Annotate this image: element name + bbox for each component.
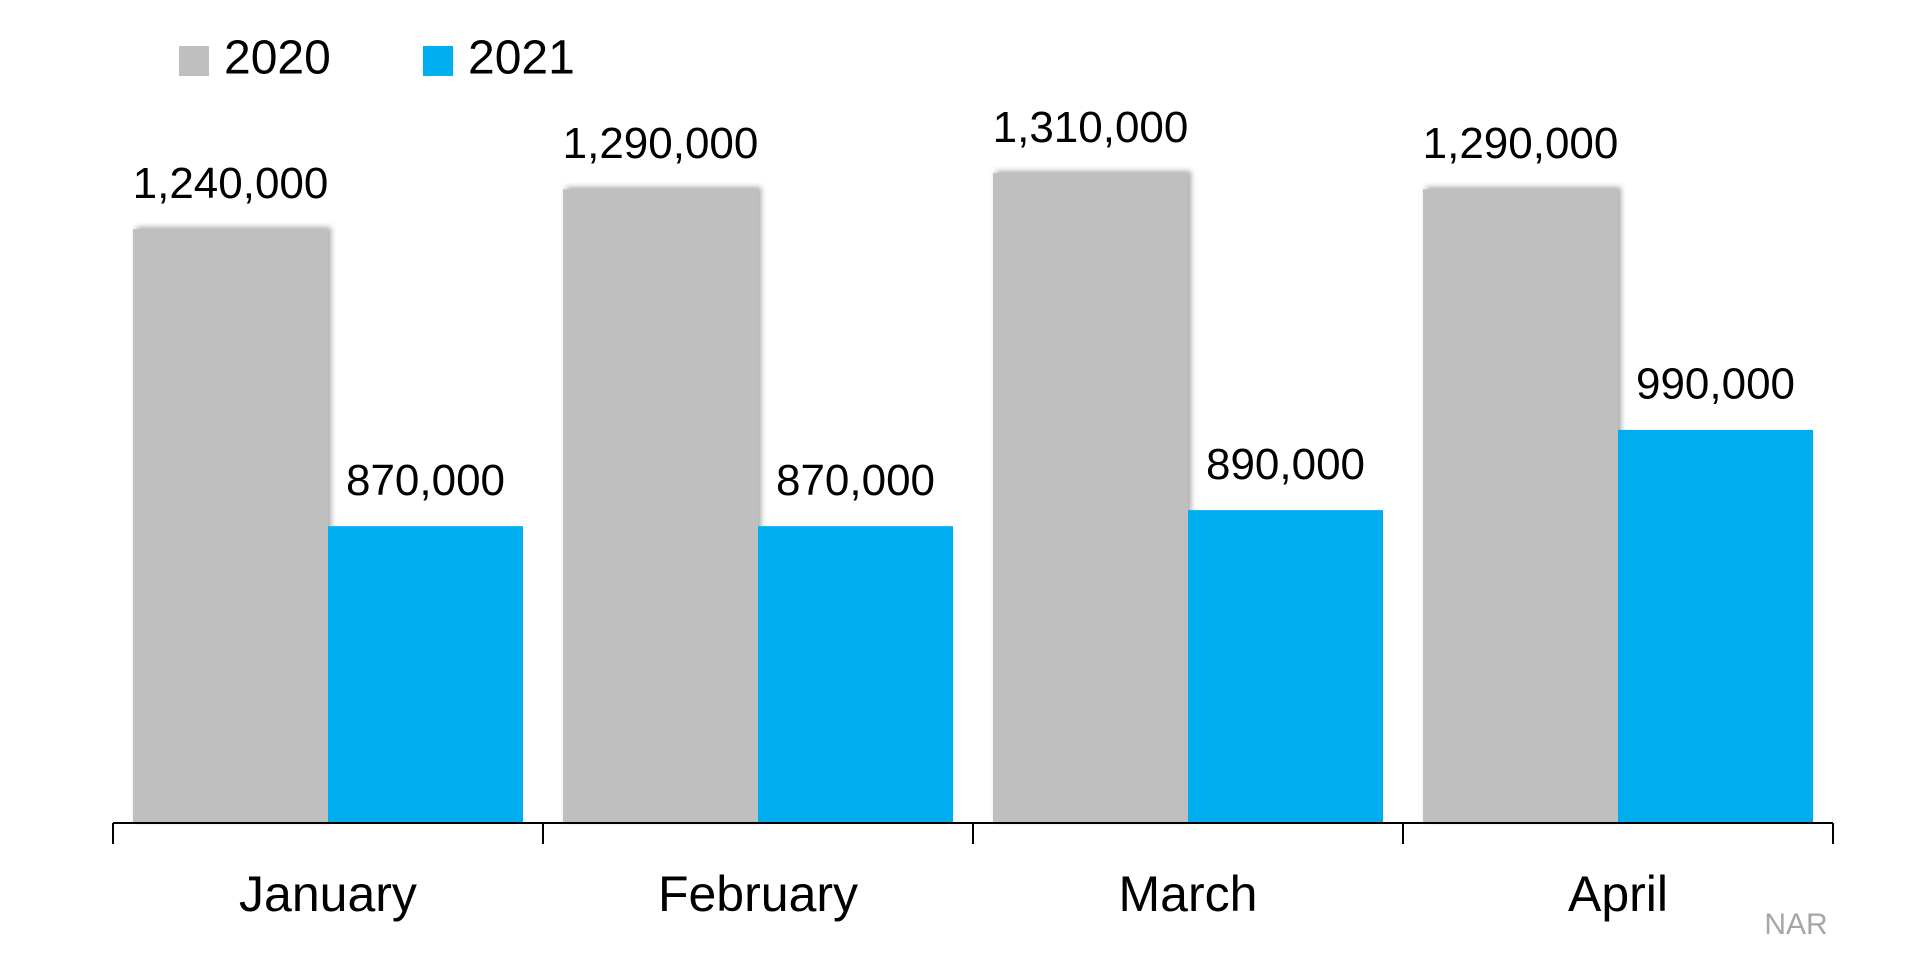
bar [328, 526, 523, 823]
value-label: 870,000 [776, 456, 935, 505]
value-label: 890,000 [1206, 440, 1365, 489]
value-label: 1,290,000 [1423, 119, 1619, 168]
value-label: 990,000 [1636, 360, 1795, 409]
legend-swatch [179, 46, 209, 76]
bar [133, 229, 328, 823]
bar [1618, 429, 1813, 823]
x-tick-label: February [658, 866, 858, 922]
legend-label: 2021 [468, 32, 575, 85]
value-label: 1,290,000 [563, 119, 759, 168]
bar [1188, 510, 1383, 823]
legend-swatch [423, 46, 453, 76]
x-tick-label: January [239, 866, 417, 922]
bar [563, 189, 758, 823]
x-tick-label: March [1119, 866, 1258, 922]
value-label: 1,240,000 [133, 159, 329, 208]
source-note: NAR [1764, 908, 1827, 941]
bar [758, 526, 953, 823]
value-label: 1,310,000 [993, 103, 1189, 152]
value-label: 870,000 [346, 456, 505, 505]
bar [1423, 189, 1618, 823]
x-tick-label: April [1568, 866, 1668, 922]
bar [993, 173, 1188, 823]
legend-label: 2020 [224, 32, 331, 85]
